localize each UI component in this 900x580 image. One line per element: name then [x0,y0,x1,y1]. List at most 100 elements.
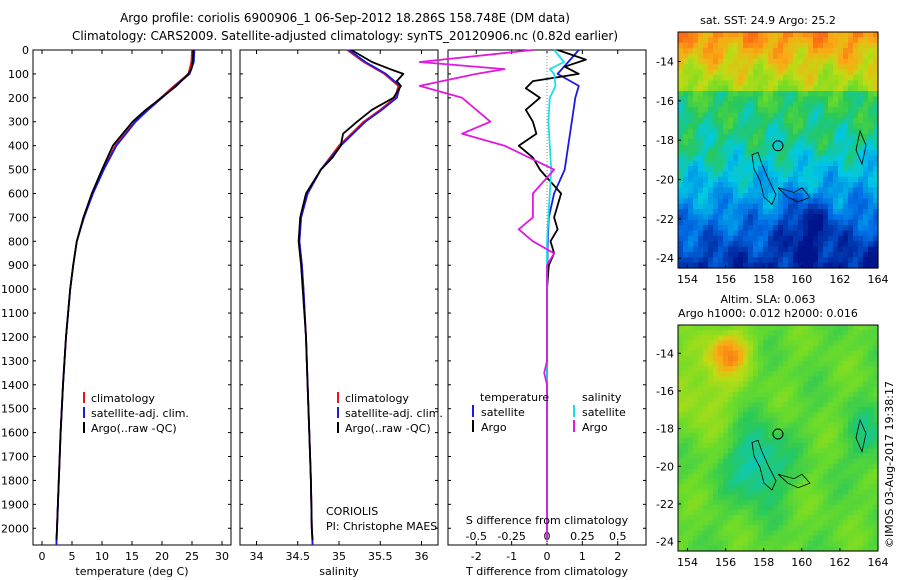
heatmap-cell [743,335,749,342]
heatmap-cell [828,515,834,521]
heatmap-cell [738,42,744,49]
heatmap-cell [678,64,684,71]
heatmap-cell [818,443,824,449]
heatmap-cell [743,198,749,205]
heatmap-cell [723,155,729,162]
heatmap-cell [768,133,774,140]
heatmap-cell [873,101,879,108]
heatmap-cell [843,155,849,162]
heatmap-cell [748,530,754,537]
heatmap-cell [773,345,779,352]
heatmap-cell [773,241,779,248]
heatmap-cell [678,257,684,264]
x-tick-label: 0 [39,550,46,563]
heatmap-cell [683,176,689,183]
heatmap-cell [833,391,839,398]
heatmap-cell [698,257,704,264]
heatmap-cell [823,438,829,444]
heatmap-cell [788,69,794,76]
heatmap-cell [858,182,864,189]
heatmap-cell [703,133,709,140]
heatmap-cell [858,535,864,542]
heatmap-cell [833,214,839,221]
heatmap-cell [758,230,764,237]
heatmap-cell [868,545,874,552]
heatmap-cell [793,458,799,465]
heatmap-cell [803,160,809,167]
heatmap-cell [693,391,699,398]
heatmap-cell [753,530,759,537]
heatmap-cell [698,545,704,552]
heatmap-cell [688,144,694,151]
heatmap-cell [718,262,724,269]
heatmap-cell [823,58,829,65]
heatmap-cell [868,171,874,178]
heatmap-cell [758,417,764,424]
heatmap-cell [733,525,739,532]
heatmap-cell [838,422,844,429]
heatmap-cell [698,225,704,232]
heatmap-cell [818,366,824,372]
heatmap-cell [838,171,844,178]
heatmap-cell [858,96,864,103]
heatmap-cell [763,48,769,55]
heatmap-cell [678,91,684,97]
heatmap-cell [793,187,799,194]
heatmap-cell [823,209,829,215]
heatmap-cell [733,366,739,372]
heatmap-cell [743,32,749,38]
heatmap-cell [778,402,784,408]
heatmap-cell [768,37,774,44]
heatmap-cell [788,479,794,485]
heatmap-cell [688,230,694,237]
heatmap-cell [718,473,724,480]
heatmap-cell [688,150,694,156]
heatmap-cell [723,525,729,532]
heatmap-cell [848,489,854,496]
heatmap-cell [813,133,819,140]
heatmap-cell [863,427,869,434]
heatmap-cell [748,535,754,542]
heatmap-cell [678,144,684,151]
heatmap-cell [763,422,769,429]
heatmap-cell [813,235,819,242]
heatmap-cell [788,91,794,97]
heatmap-cell [693,214,699,221]
heatmap-cell [843,391,849,398]
heatmap-cell [788,214,794,221]
heatmap-cell [733,432,739,439]
heatmap-cell [768,489,774,496]
heatmap-cell [773,235,779,242]
heatmap-cell [773,360,779,367]
heatmap-cell [678,484,684,490]
heatmap-cell [768,107,774,114]
heatmap-cell [698,182,704,189]
heatmap-cell [753,520,759,526]
heatmap-cell [853,340,859,347]
heatmap-cell [838,340,844,347]
heatmap-cell [843,463,849,470]
heatmap-cell [848,235,854,242]
heatmap-cell [748,345,754,352]
heatmap-cell [753,42,759,49]
heatmap-cell [733,381,739,388]
heatmap-cell [718,520,724,526]
heatmap-cell [833,230,839,237]
heatmap-cell [828,42,834,49]
heatmap-cell [833,509,839,516]
heatmap-cell [823,453,829,460]
heatmap-cell [728,91,734,97]
heatmap-cell [708,458,714,465]
heatmap-cell [868,453,874,460]
heatmap-cell [808,422,814,429]
heatmap-cell [683,101,689,108]
heatmap-cell [863,402,869,408]
sst-map-title: sat. SST: 24.9 Argo: 25.2 [700,14,836,27]
heatmap-cell [708,262,714,269]
heatmap-cell [788,366,794,372]
heatmap-cell [758,412,764,419]
heatmap-cell [773,350,779,357]
heatmap-cell [853,69,859,76]
heatmap-cell [723,407,729,413]
heatmap-cell [783,515,789,521]
